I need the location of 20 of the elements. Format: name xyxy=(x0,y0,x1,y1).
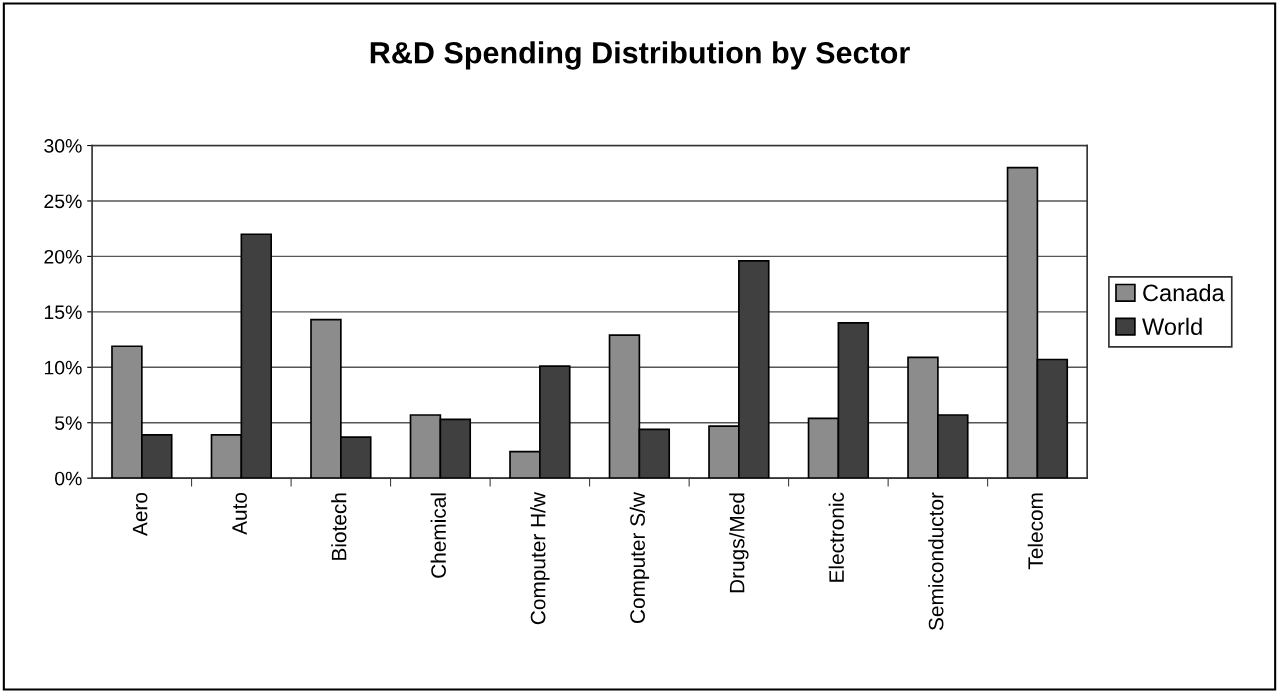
x-tick-label: Auto xyxy=(232,492,247,535)
y-tick-label: 25% xyxy=(44,194,82,209)
legend-label: Canada xyxy=(1143,283,1225,302)
y-tick-label: 20% xyxy=(44,249,82,264)
x-tick-label: Chemical xyxy=(430,493,446,578)
y-tick-label: 30% xyxy=(44,139,82,153)
x-tick-label: Computer S/w xyxy=(629,492,650,623)
y-tick-label: 15% xyxy=(44,305,82,320)
y-tick-label: 0% xyxy=(55,471,82,486)
x-tick-label: Drugs/Med xyxy=(729,493,749,593)
x-tick-label: Computer H/w xyxy=(530,492,550,625)
x-tick-label: Telecom xyxy=(1027,493,1043,570)
legend-label: World xyxy=(1142,317,1202,336)
x-tick-label: Biotech xyxy=(331,493,347,560)
y-tick-label: 10% xyxy=(44,360,82,375)
x-tick-label: Semiconductor xyxy=(928,492,944,631)
y-tick-label: 5% xyxy=(55,416,82,430)
chart-title: R&D Spending Distribution by Sector xyxy=(370,41,910,70)
x-tick-label: Electronic xyxy=(828,492,844,582)
x-tick-label: Aero xyxy=(132,492,148,537)
